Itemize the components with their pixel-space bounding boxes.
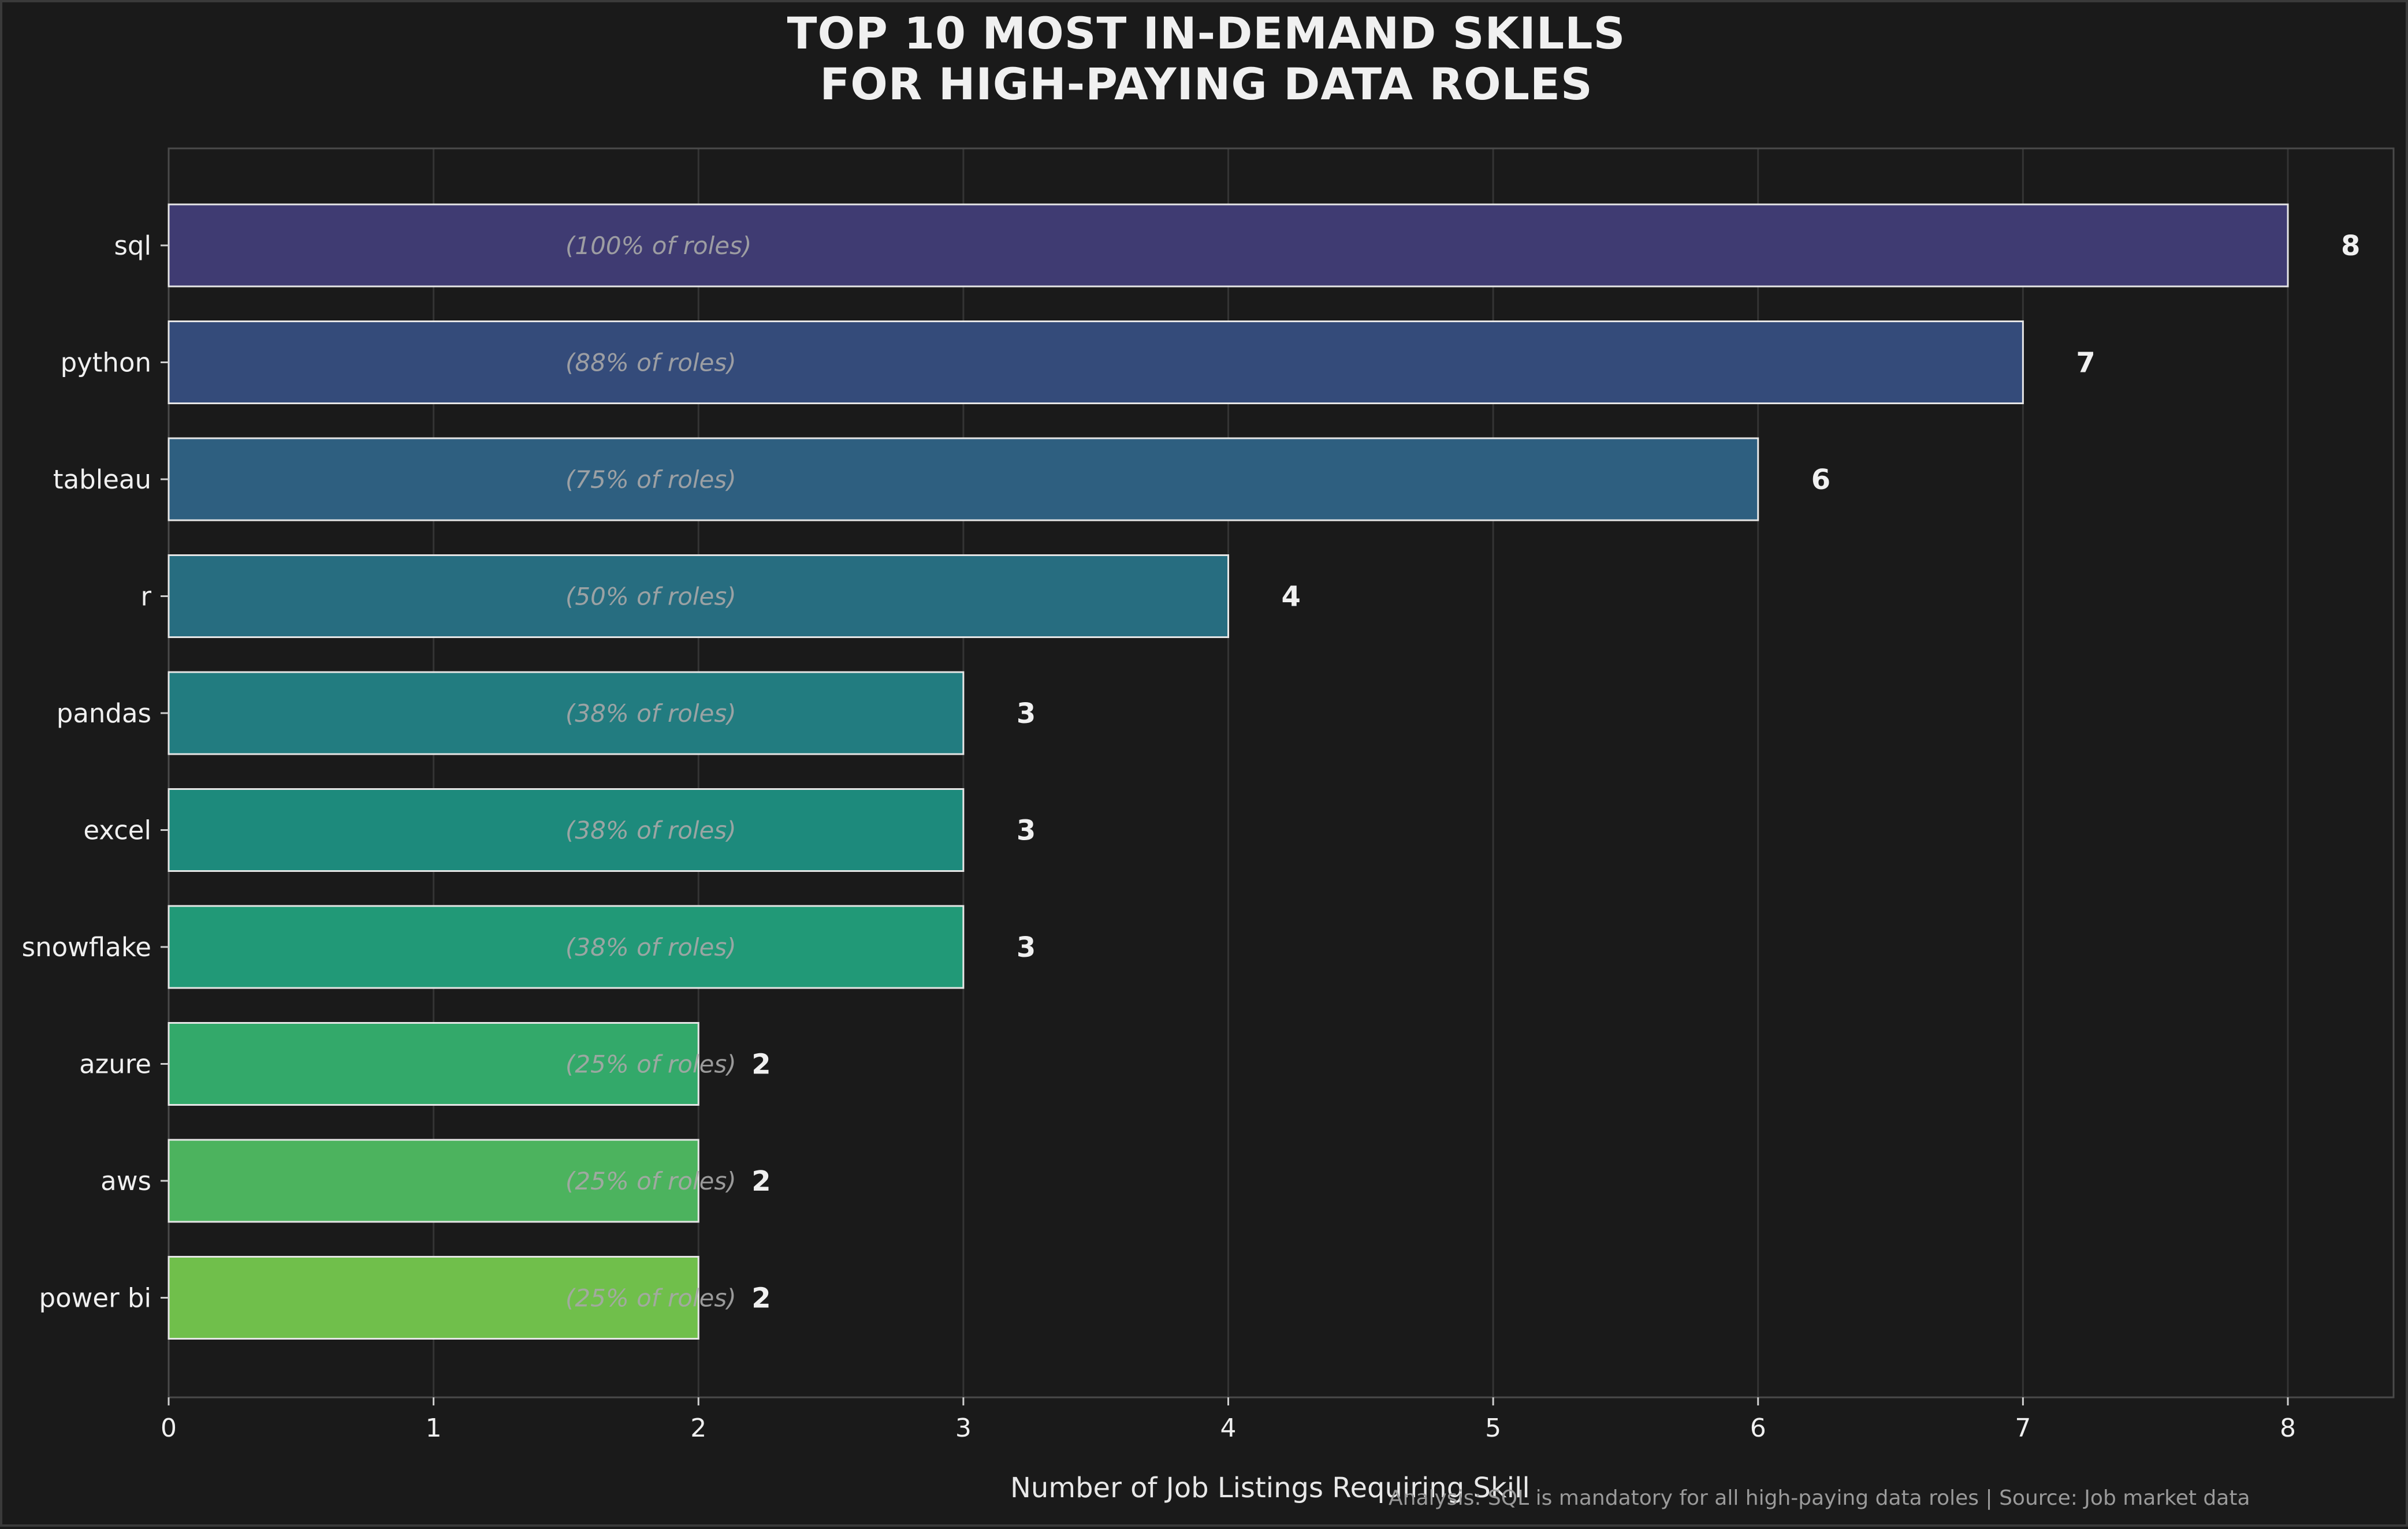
x-tick-label: 6 bbox=[1750, 1414, 1766, 1443]
bar-r bbox=[168, 554, 1229, 638]
footnote: Analysis: SQL is mandatory for all high-… bbox=[1389, 1486, 2250, 1510]
value-label: 2 bbox=[751, 1049, 771, 1081]
value-label: 3 bbox=[1017, 698, 1036, 730]
percent-label: (38% of roles) bbox=[565, 816, 736, 845]
y-tick-label: excel bbox=[83, 815, 151, 846]
y-tick-label: azure bbox=[79, 1049, 151, 1080]
bar-sql bbox=[168, 203, 2289, 288]
y-tick-label: sql bbox=[114, 230, 151, 261]
chart-title-line-1: TOP 10 MOST IN-DEMAND SKILLS bbox=[787, 8, 1626, 59]
bar-power-bi bbox=[168, 1256, 699, 1340]
bar-pandas bbox=[168, 671, 965, 755]
percent-label: (88% of roles) bbox=[565, 349, 736, 377]
x-tick-label: 2 bbox=[690, 1414, 706, 1443]
percent-label: (100% of roles) bbox=[565, 232, 751, 260]
value-label: 7 bbox=[2076, 347, 2095, 379]
bar-excel bbox=[168, 788, 965, 872]
y-tick-label: python bbox=[61, 348, 151, 378]
chart-title: TOP 10 MOST IN-DEMAND SKILLS FOR HIGH-PA… bbox=[2, 8, 2408, 110]
bar-azure bbox=[168, 1022, 699, 1106]
value-label: 2 bbox=[751, 1282, 771, 1315]
value-label: 4 bbox=[1282, 581, 1301, 613]
x-tick-label: 3 bbox=[955, 1414, 972, 1443]
value-label: 6 bbox=[1811, 464, 1830, 496]
bar-tableau bbox=[168, 437, 1759, 521]
x-tick-label: 5 bbox=[1485, 1414, 1501, 1443]
x-tick-label: 7 bbox=[2015, 1414, 2031, 1443]
bar-aws bbox=[168, 1139, 699, 1223]
plot-area-border bbox=[168, 147, 2395, 1399]
value-label: 3 bbox=[1017, 815, 1036, 847]
y-tick-label: pandas bbox=[57, 698, 151, 729]
percent-label: (38% of roles) bbox=[565, 933, 736, 961]
y-tick-label: snowflake bbox=[22, 932, 151, 963]
x-tick-label: 1 bbox=[426, 1414, 442, 1443]
x-axis-label: Number of Job Listings Requiring Skill bbox=[1010, 1472, 1530, 1504]
percent-label: (25% of roles) bbox=[565, 1050, 736, 1079]
percent-label: (25% of roles) bbox=[565, 1167, 736, 1195]
bar-snowflake bbox=[168, 905, 965, 989]
percent-label: (25% of roles) bbox=[565, 1284, 736, 1312]
value-label: 2 bbox=[751, 1165, 771, 1198]
y-tick-label: tableau bbox=[53, 464, 151, 495]
y-tick-label: r bbox=[140, 581, 151, 612]
bar-python bbox=[168, 320, 2024, 404]
y-tick-label: aws bbox=[101, 1166, 151, 1196]
percent-label: (38% of roles) bbox=[565, 699, 736, 728]
x-tick-label: 8 bbox=[2280, 1414, 2296, 1443]
percent-label: (50% of roles) bbox=[565, 583, 736, 611]
chart-title-line-2: FOR HIGH-PAYING DATA ROLES bbox=[820, 58, 1593, 110]
value-label: 3 bbox=[1017, 931, 1036, 964]
y-tick-label: power bi bbox=[39, 1283, 151, 1314]
x-tick-label: 4 bbox=[1220, 1414, 1237, 1443]
x-tick-label: 0 bbox=[161, 1414, 177, 1443]
percent-label: (75% of roles) bbox=[565, 465, 736, 494]
value-label: 8 bbox=[2341, 230, 2360, 262]
